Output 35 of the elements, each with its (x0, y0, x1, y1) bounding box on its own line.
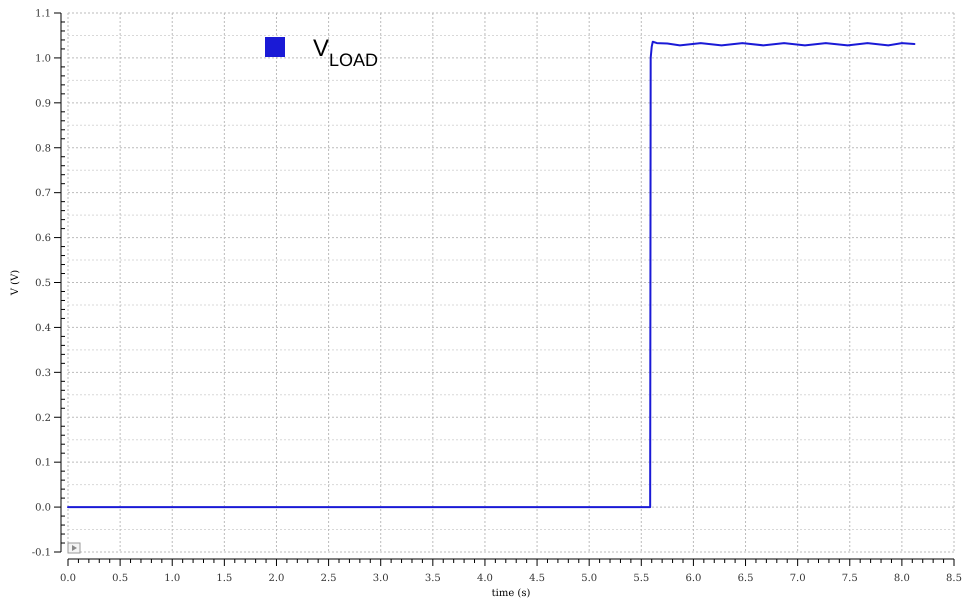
x-tick-label: 3.0 (372, 573, 389, 584)
x-tick-label: 6.5 (738, 573, 754, 584)
x-tick-label: 5.0 (581, 573, 598, 584)
y-tick-label: 0.9 (35, 98, 51, 110)
x-tick-label: 8.5 (946, 573, 962, 584)
x-axis-title: time (s) (492, 588, 530, 599)
line-series (67, 40, 916, 508)
x-tick-label: 3.5 (424, 573, 441, 584)
y-tick-label: 0.8 (35, 143, 51, 154)
y-tick-label: 0.5 (35, 278, 51, 289)
y-tick-label: 0.1 (35, 458, 51, 469)
y-tick-label: 1.0 (35, 53, 51, 64)
x-tick-label: 2.0 (268, 573, 284, 584)
legend-label: V$_{LOAD}$ (313, 35, 378, 70)
y-tick-label: -0.1 (32, 548, 51, 558)
x-tick-label: 2.5 (320, 573, 337, 584)
y-tick-label: 1.1 (35, 8, 51, 20)
x-tick-label: 1.5 (216, 573, 232, 584)
y-tick-label: 0.6 (35, 233, 51, 244)
y-tick-label: 0.4 (35, 322, 51, 334)
x-tick-label: 7.5 (842, 573, 858, 584)
x-tick-label: 0.0 (60, 573, 76, 584)
x-tick-label: 6.0 (685, 573, 702, 584)
x-tick-label: 7.0 (790, 573, 806, 584)
y-tick-label: 0.3 (35, 368, 51, 379)
y-tick-label: 0.7 (35, 188, 51, 200)
x-tick-label: 4.0 (476, 573, 493, 584)
x-tick-label: 5.5 (633, 573, 650, 584)
y-axis-title: V (V) (10, 270, 21, 296)
x-tick-label: 4.5 (529, 573, 546, 584)
y-tick-label: 0.0 (35, 502, 51, 514)
x-tick-label: 8.0 (894, 573, 910, 584)
x-tick-label: 1.0 (164, 573, 180, 584)
y-tick-label: 0.2 (35, 412, 51, 424)
x-tick-label: 0.5 (112, 573, 128, 584)
